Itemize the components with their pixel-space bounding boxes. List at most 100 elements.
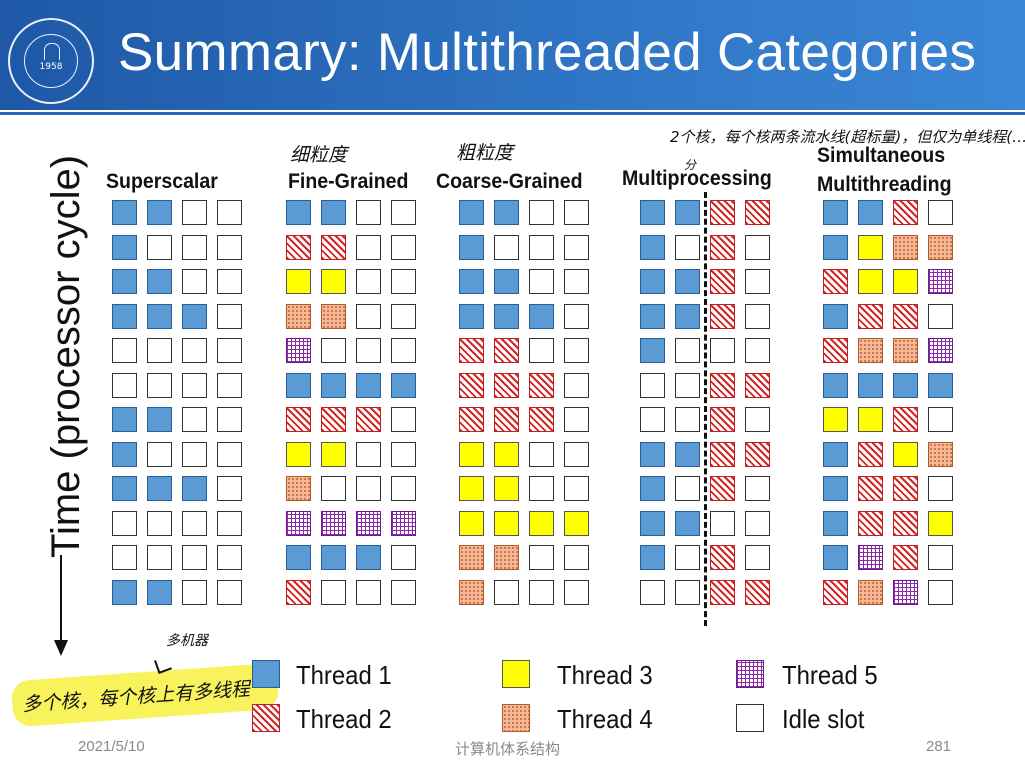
- thread-3-slot: [494, 476, 519, 501]
- footer-date: 2021/5/10: [78, 738, 145, 755]
- idle-slot: [640, 372, 665, 398]
- column-title: Multithreading: [817, 173, 952, 196]
- idle-slot: [710, 338, 735, 363]
- idle-slot: [564, 269, 589, 294]
- idle-slot: [710, 510, 735, 536]
- thread-2-slot: [823, 579, 848, 605]
- idle-slot: [529, 476, 554, 501]
- thread-1-slot: [286, 200, 311, 225]
- idle-slot: [147, 234, 172, 260]
- thread-1-slot: [640, 545, 665, 570]
- idle-slot: [321, 579, 346, 605]
- idle-slot: [112, 338, 137, 363]
- thread-1-slot: [112, 269, 137, 294]
- annotation-bottom-hint: 多机器: [166, 633, 208, 649]
- thread-1-slot: [823, 303, 848, 329]
- thread-1-slot: [640, 510, 665, 536]
- idle-slot: [217, 372, 242, 398]
- thread-1-slot: [321, 372, 346, 398]
- legend-label-thread-3: Thread 3: [557, 660, 653, 690]
- thread-3-slot: [286, 441, 311, 467]
- thread-1-slot: [823, 372, 848, 398]
- idle-slot: [147, 338, 172, 363]
- idle-slot: [675, 476, 700, 501]
- thread-2-slot: [710, 200, 735, 225]
- legend-label-thread-5: Thread 5: [782, 660, 878, 690]
- idle-slot: [217, 200, 242, 225]
- thread-3-slot: [321, 441, 346, 467]
- thread-5-slot: [928, 338, 953, 363]
- idle-slot: [564, 372, 589, 398]
- idle-slot: [391, 234, 416, 260]
- idle-slot: [356, 269, 381, 294]
- thread-1-slot: [112, 303, 137, 329]
- thread-2-slot: [858, 441, 883, 467]
- idle-slot: [182, 200, 207, 225]
- thread-1-slot: [286, 545, 311, 570]
- idle-slot: [182, 234, 207, 260]
- idle-slot: [564, 200, 589, 225]
- thread-4-slot: [286, 303, 311, 329]
- thread-1-slot: [640, 476, 665, 501]
- thread-4-slot: [858, 338, 883, 363]
- column-title: Fine-Grained: [288, 170, 409, 193]
- thread-3-slot: [823, 407, 848, 432]
- thread-1-slot: [823, 545, 848, 570]
- thread-2-slot: [321, 407, 346, 432]
- thread-1-slot: [459, 234, 484, 260]
- thread-1-slot: [893, 372, 918, 398]
- idle-slot: [217, 545, 242, 570]
- logo-emblem-icon: [44, 43, 60, 60]
- thread-1-slot: [640, 338, 665, 363]
- thread-5-slot: [356, 510, 381, 536]
- thread-1-slot: [823, 476, 848, 501]
- idle-slot: [321, 476, 346, 501]
- thread-1-slot: [147, 476, 172, 501]
- thread-2-slot: [893, 476, 918, 501]
- thread-4-slot: [321, 303, 346, 329]
- time-arrow-down-icon: [54, 640, 68, 656]
- thread-3-slot: [459, 476, 484, 501]
- thread-3-slot: [494, 510, 519, 536]
- idle-slot: [356, 234, 381, 260]
- legend-swatch-thread-4: [502, 704, 530, 732]
- processor-divider: [704, 192, 707, 626]
- idle-slot: [564, 338, 589, 363]
- thread-1-slot: [675, 441, 700, 467]
- idle-slot: [112, 510, 137, 536]
- legend-label-idle-slot: Idle slot: [782, 704, 865, 734]
- thread-3-slot: [893, 269, 918, 294]
- thread-4-slot: [459, 579, 484, 605]
- thread-2-slot: [459, 372, 484, 398]
- thread-2-slot: [356, 407, 381, 432]
- idle-slot: [217, 441, 242, 467]
- thread-1-slot: [286, 372, 311, 398]
- thread-2-slot: [321, 234, 346, 260]
- legend-swatch-thread-3: [502, 660, 530, 688]
- idle-slot: [745, 407, 770, 432]
- thread-4-slot: [494, 545, 519, 570]
- idle-slot: [182, 579, 207, 605]
- idle-slot: [675, 234, 700, 260]
- idle-slot: [217, 476, 242, 501]
- idle-slot: [217, 579, 242, 605]
- annotation-multiprocessing: 2个核，每个核两条流水线(超标量)，但仅为单线程(…: [670, 128, 1025, 146]
- idle-slot: [391, 407, 416, 432]
- thread-1-slot: [858, 372, 883, 398]
- thread-3-slot: [459, 510, 484, 536]
- idle-slot: [494, 579, 519, 605]
- thread-2-slot: [286, 579, 311, 605]
- idle-slot: [147, 510, 172, 536]
- thread-2-slot: [286, 407, 311, 432]
- thread-2-slot: [494, 338, 519, 363]
- thread-2-slot: [710, 303, 735, 329]
- idle-slot: [928, 200, 953, 225]
- thread-2-slot: [858, 476, 883, 501]
- annotation-multiprocessing-sub: 分: [684, 158, 697, 172]
- idle-slot: [217, 269, 242, 294]
- idle-slot: [675, 338, 700, 363]
- idle-slot: [147, 441, 172, 467]
- thread-3-slot: [529, 510, 554, 536]
- idle-slot: [928, 476, 953, 501]
- thread-4-slot: [928, 234, 953, 260]
